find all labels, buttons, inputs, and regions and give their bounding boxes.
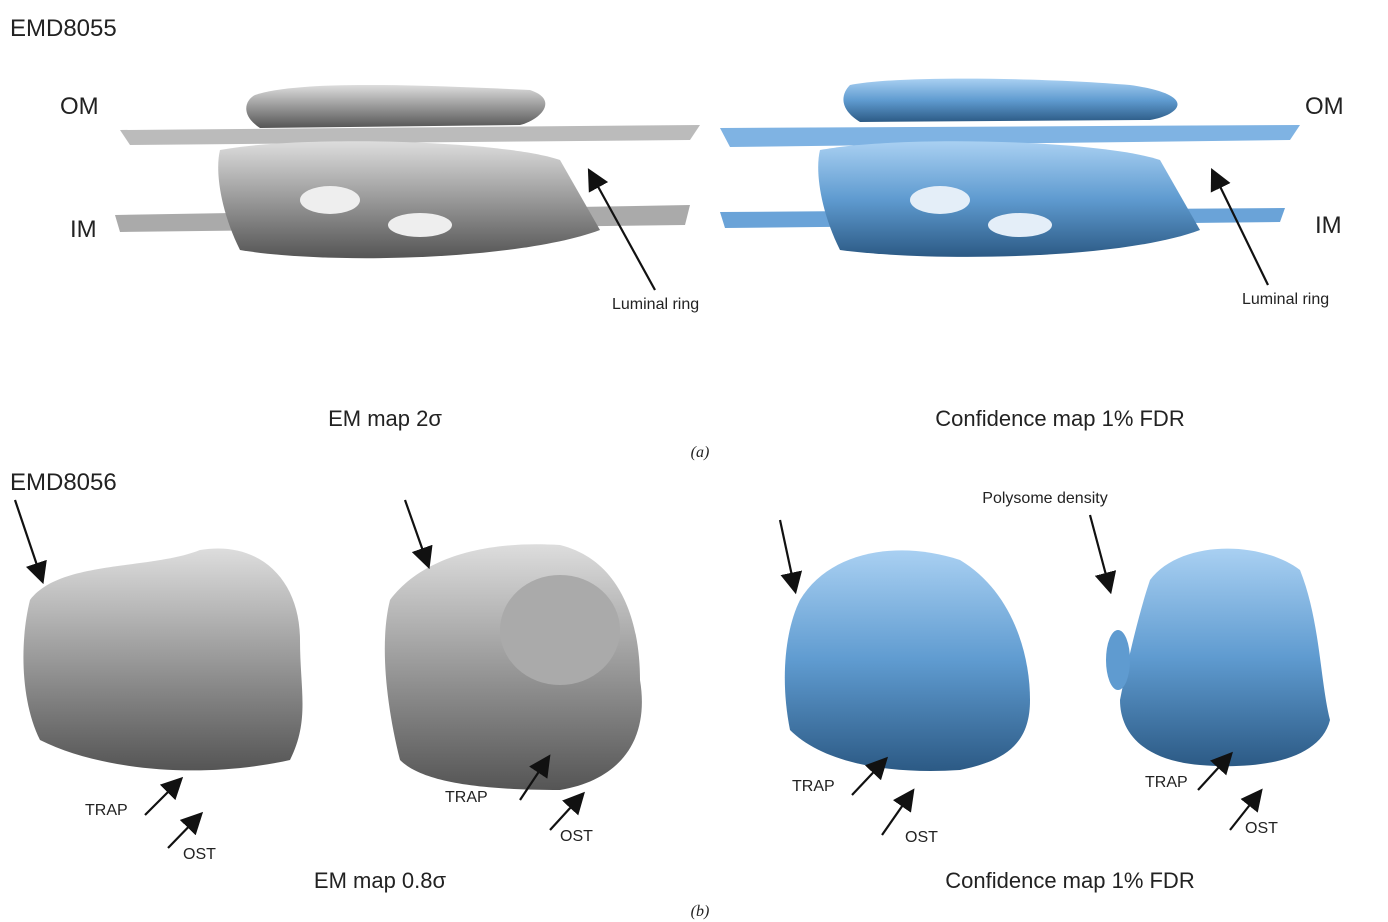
view-title: Confidence map 1% FDR xyxy=(945,868,1194,893)
view-title: EM map 0.8σ xyxy=(314,868,447,893)
label: OST xyxy=(560,828,593,845)
label: TRAP xyxy=(1145,774,1188,791)
view-title: EM map 2σ xyxy=(328,406,442,431)
label: OM xyxy=(1305,93,1344,120)
label: IM xyxy=(70,216,97,243)
confidence-map-render xyxy=(785,549,1330,771)
label: Luminal ring xyxy=(1242,291,1329,308)
panel-id: EMD8055 xyxy=(10,15,117,42)
panel-id: EMD8056 xyxy=(10,469,117,496)
confidence-map-render xyxy=(720,79,1300,257)
caption: (b) xyxy=(691,903,710,920)
label: TRAP xyxy=(792,778,835,795)
label: Luminal ring xyxy=(612,296,699,313)
em-map-render xyxy=(23,544,641,790)
label: OM xyxy=(60,93,99,120)
label: OST xyxy=(905,829,938,846)
caption: (a) xyxy=(691,444,710,461)
figure: EMD8055 OM IM Luminal ring OM IM Luminal… xyxy=(0,0,1388,922)
em-map-render xyxy=(115,85,700,258)
label: OST xyxy=(183,846,216,863)
label: TRAP xyxy=(445,789,488,806)
label: TRAP xyxy=(85,802,128,819)
label: IM xyxy=(1315,212,1342,239)
label: Polysome density xyxy=(982,490,1107,507)
label: OST xyxy=(1245,820,1278,837)
view-title: Confidence map 1% FDR xyxy=(935,406,1184,431)
